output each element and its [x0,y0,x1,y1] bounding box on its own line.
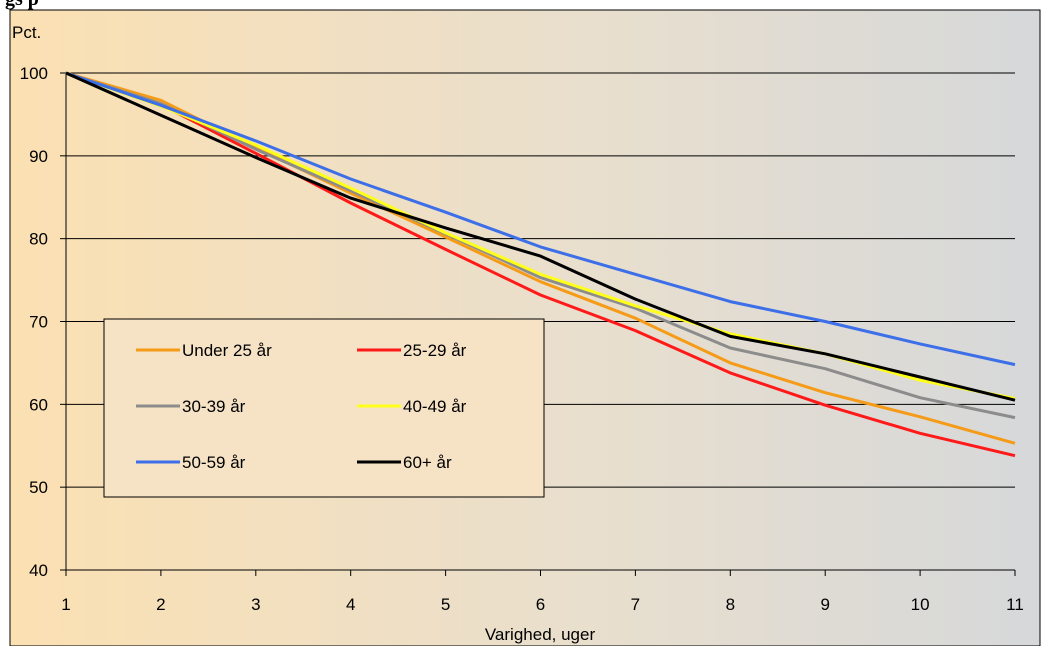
x-tick-label: 8 [726,595,735,614]
series-line-5 [65,71,1016,367]
y-tick-label: 90 [29,147,48,166]
x-tick-label: 10 [911,595,930,614]
x-tick-label: 9 [820,595,829,614]
x-tick-label: 11 [1006,595,1024,614]
series-line-6 [65,71,1016,402]
y-tick-label: 70 [29,313,48,332]
x-axis-label: Varighed, uger [485,625,596,644]
legend-box [103,318,545,498]
series-line-3 [65,71,1016,420]
legend-label: 60+ år [403,453,452,472]
y-axis-label: Pct. [12,23,41,42]
x-tick-label: 4 [346,595,355,614]
legend-label: 40-49 år [403,397,467,416]
x-tick-label: 5 [441,595,450,614]
y-tick-label: 100 [20,64,48,83]
y-tick-label: 80 [29,230,48,249]
axes [60,72,1016,576]
legend-label: 25-29 år [403,341,467,360]
x-tick-label: 2 [156,595,165,614]
x-tick-label: 7 [631,595,640,614]
legend: Under 25 år 25-29 år 30-39 år 40-49 år 50-59… [103,318,545,498]
x-tick-label: 3 [251,595,260,614]
series-lines [65,71,1016,458]
x-tick-label: 6 [536,595,545,614]
cropped-title: gs p [0,0,1041,10]
y-tick-label: 50 [29,478,48,497]
x-tick-label: 1 [61,595,70,614]
tick-labels: 40 50 60 70 80 90 100 1 2 3 4 5 6 7 8 9 10 11 [20,64,1024,614]
series-line-2 [65,71,1016,458]
legend-label: Under 25 år [182,341,272,360]
y-tick-label: 40 [29,561,48,580]
y-tick-label: 60 [29,395,48,414]
legend-label: 50-59 år [182,453,246,472]
title-fragment: gs p [5,0,39,10]
legend-label: 30-39 år [182,397,246,416]
